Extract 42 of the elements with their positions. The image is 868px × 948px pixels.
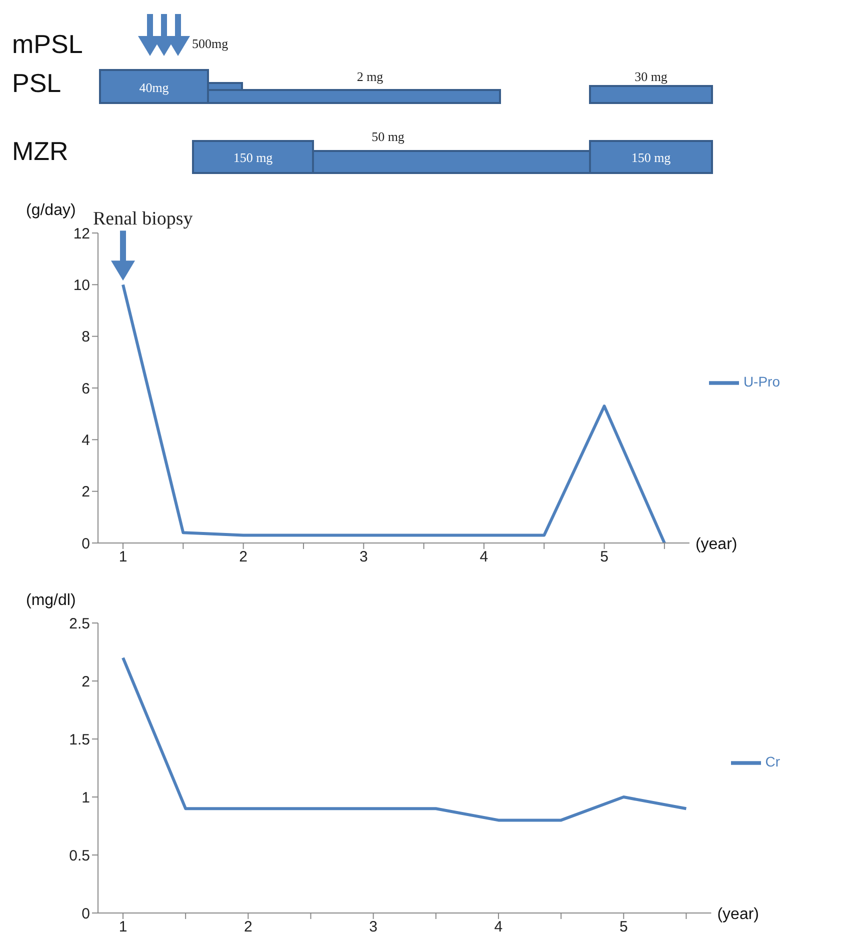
text: 150 mg	[631, 150, 672, 165]
x-tick-label: 3	[359, 548, 368, 566]
y-tick-label: 0	[82, 905, 90, 922]
text: 150 mg	[233, 150, 274, 165]
x-axis-title: (year)	[717, 906, 759, 923]
text: 50 mg	[372, 129, 405, 144]
legend-label: Cr	[765, 754, 780, 770]
annotation: Renal biopsy	[93, 208, 194, 230]
y-tick-label: 4	[82, 432, 90, 449]
x-tick-label: 2	[244, 918, 252, 936]
y-tick-label: 1.5	[69, 731, 90, 748]
legend-label: U-Pro	[743, 374, 780, 390]
x-axis-title: (year)	[695, 536, 738, 553]
text: 2 mg	[356, 69, 384, 84]
y-tick-label: 8	[82, 328, 90, 346]
text: 500mg	[192, 36, 229, 51]
y-axis-title: (g/day)	[26, 202, 76, 219]
x-tick-label: 4	[480, 548, 488, 566]
category-label: PSL	[12, 68, 62, 98]
x-tick-label: 1	[118, 918, 128, 936]
y-tick-label: 2.5	[69, 615, 90, 632]
x-tick-label: 2	[239, 548, 248, 566]
x-tick-label: 4	[494, 918, 503, 936]
line-series	[122, 283, 666, 543]
y-axis-title: (mg/dl)	[26, 592, 76, 609]
text: 30 mg	[634, 69, 668, 84]
y-tick-label: 6	[82, 380, 90, 398]
category-label: mPSL	[12, 29, 83, 59]
y-tick-label: 0	[82, 535, 90, 552]
text: 40mg	[139, 80, 170, 95]
x-tick-label: 3	[369, 918, 378, 936]
category-label: MZR	[12, 136, 68, 166]
y-tick-label: 2	[82, 484, 90, 501]
y-tick-label: 10	[73, 276, 90, 294]
y-tick-label: 12	[73, 225, 90, 242]
x-tick-label: 5	[619, 918, 628, 936]
y-tick-label: 0.5	[69, 847, 90, 864]
y-tick-label: 1	[82, 789, 90, 806]
x-tick-label: 5	[600, 548, 608, 566]
line-series	[122, 656, 688, 822]
x-tick-label: 1	[118, 548, 128, 566]
y-tick-label: 2	[82, 673, 90, 690]
